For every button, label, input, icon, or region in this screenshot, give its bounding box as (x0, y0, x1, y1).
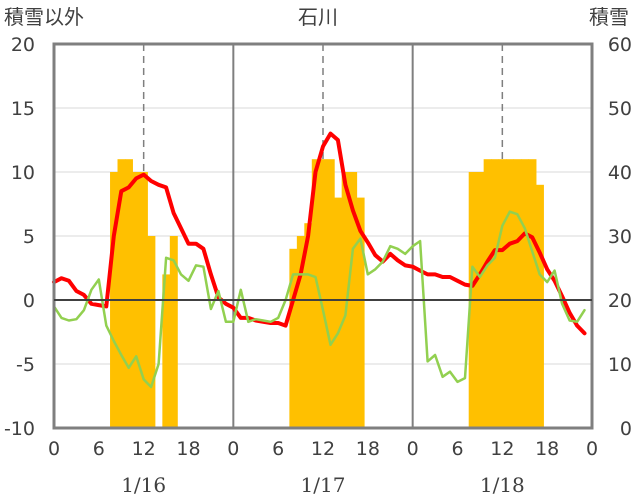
snow-bar (304, 223, 313, 428)
x-tick-label: 6 (93, 438, 105, 460)
x-tick-label: 0 (227, 438, 239, 460)
snow-bar (491, 159, 500, 428)
snow-bar (296, 236, 305, 428)
snow-bar (506, 159, 515, 428)
snow-bar (319, 159, 328, 428)
snow-bar (169, 236, 178, 428)
x-axis-ticks: 0 6 12 18 0 6 12 18 0 6 12 18 0 (48, 438, 598, 460)
snow-bar (483, 159, 492, 428)
left-tick-label: 15 (11, 98, 35, 120)
x-tick-label: 18 (535, 438, 559, 460)
x-tick-label: 0 (48, 438, 60, 460)
day-labels: 1/16 1/17 1/18 (121, 473, 525, 497)
right-tick-label: 30 (608, 226, 632, 248)
snow-bar (124, 159, 133, 428)
snow-bar (334, 197, 343, 428)
left-tick-label: -10 (4, 418, 35, 440)
snow-bar (535, 184, 544, 428)
snow-bar (326, 159, 335, 428)
left-tick-label: 5 (23, 226, 35, 248)
x-tick-label: 6 (272, 438, 284, 460)
right-tick-label: 0 (620, 418, 632, 440)
day-label: 1/17 (301, 473, 346, 497)
left-tick-label: -5 (16, 354, 35, 376)
snow-bar (513, 159, 522, 428)
left-axis-ticks: 20 15 10 5 0 -5 -10 (4, 34, 35, 440)
plot-border (52, 42, 594, 430)
right-tick-label: 20 (608, 290, 632, 312)
right-tick-label: 50 (608, 98, 632, 120)
left-tick-label: 20 (11, 34, 35, 56)
day-label: 1/16 (121, 473, 166, 497)
right-tick-label: 10 (608, 354, 632, 376)
snow-bar (498, 159, 507, 428)
snow-bar (162, 274, 171, 428)
right-axis-ticks: 60 50 40 30 20 10 0 (608, 34, 632, 440)
right-tick-label: 60 (608, 34, 632, 56)
chart-title: 石川 (298, 5, 338, 29)
x-tick-label: 6 (451, 438, 463, 460)
x-tick-label: 0 (586, 438, 598, 460)
left-axis-title: 積雪以外 (4, 5, 84, 29)
snow-bar (289, 248, 298, 428)
right-axis-title: 積雪 (589, 5, 629, 29)
x-tick-label: 0 (407, 438, 419, 460)
left-tick-label: 10 (11, 162, 35, 184)
x-tick-label: 18 (356, 438, 380, 460)
temperature-line-green (52, 210, 586, 389)
snow-bar (147, 236, 156, 428)
x-tick-label: 12 (311, 438, 335, 460)
right-tick-label: 40 (608, 162, 632, 184)
snow-bar (528, 159, 537, 428)
snow-bar (311, 159, 320, 428)
snow-bar (356, 197, 365, 428)
x-tick-label: 18 (176, 438, 200, 460)
left-tick-label: 0 (23, 290, 35, 312)
x-tick-label: 12 (132, 438, 156, 460)
snow-bar (521, 159, 529, 428)
day-label: 1/18 (480, 473, 525, 497)
x-tick-label: 12 (490, 438, 514, 460)
snow-bar (117, 159, 126, 428)
